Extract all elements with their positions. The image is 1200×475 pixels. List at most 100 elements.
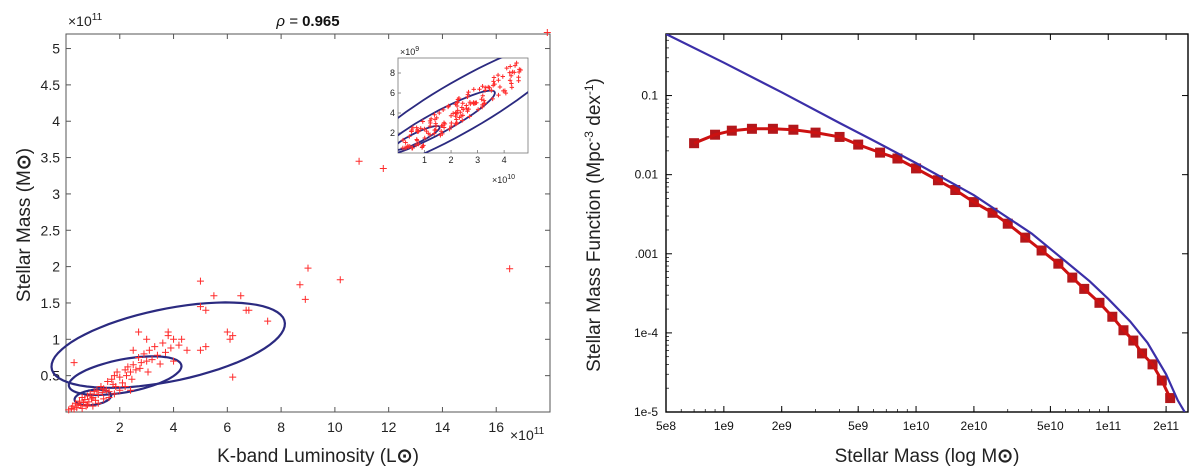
inset-point [479, 97, 484, 102]
right-y-tick-label: 1e-4 [634, 326, 658, 340]
inset-point [454, 111, 460, 116]
inset-point [414, 125, 419, 130]
right-x-tick-label: 1e9 [714, 419, 734, 433]
inset-point [467, 114, 472, 119]
inset-point [500, 74, 505, 79]
scatter-point [336, 276, 344, 284]
scatter-point [135, 353, 143, 361]
scatter-point [145, 346, 153, 354]
inset-point [501, 88, 506, 94]
scatter-point [153, 351, 161, 359]
inset-point [480, 93, 485, 98]
inset-point [453, 114, 458, 119]
inset-point [415, 129, 421, 134]
inset-point [512, 70, 517, 75]
left-y-tick-label: 3.5 [41, 150, 61, 166]
inset-point [437, 110, 442, 116]
scatter-point [196, 303, 204, 311]
scatter-point [159, 339, 167, 347]
right-y-tick-label: .001 [635, 247, 659, 261]
scatter-point [140, 350, 148, 358]
scatter-point [229, 332, 237, 340]
inset-point [420, 119, 425, 124]
inset-point [416, 141, 421, 147]
right-x-tick-label: 1e11 [1095, 419, 1121, 433]
left-scatter-points [65, 29, 551, 414]
right-x-tick-label: 5e8 [656, 419, 676, 433]
scatter-point [78, 404, 86, 412]
inset-point [427, 123, 433, 129]
right-y-tick-label: 0.1 [641, 89, 658, 103]
inset-point [455, 108, 460, 113]
inset-x-tick-label: 3 [475, 155, 480, 165]
confidence-ellipse [67, 355, 183, 397]
inset-point [503, 90, 509, 96]
right-plot-frame [665, 33, 1189, 413]
scatter-point [129, 346, 137, 354]
inset-point [508, 73, 514, 78]
scatter-point [143, 335, 151, 343]
inset-point [418, 126, 423, 131]
scatter-point [296, 281, 304, 289]
inset-point [449, 120, 454, 126]
inset-point [427, 132, 433, 137]
scatter-point [202, 306, 210, 314]
inset-x-tick-label: 4 [502, 155, 507, 165]
left-y-axis-label: Stellar Mass (M⊙) [14, 148, 35, 302]
right-x-tick-label: 1e10 [903, 419, 930, 433]
inset-point [471, 87, 476, 92]
smf-observed-line [693, 127, 1172, 399]
inset-point [490, 96, 495, 102]
scatter-point [137, 359, 145, 367]
inset-point [480, 84, 485, 89]
inset-panel: 1 2 3 4 2 4 6 8 ×109 ×1010 [390, 46, 529, 185]
scatter-point [129, 361, 137, 369]
inset-point [490, 83, 496, 88]
inset-point [467, 99, 473, 105]
inset-point [453, 121, 459, 126]
left-x-tick-label: 10 [327, 419, 343, 435]
scatter-point [94, 391, 102, 399]
scatter-point [116, 386, 124, 394]
inset-y-tick-label: 8 [390, 68, 395, 78]
inset-point [432, 112, 437, 117]
scatter-point [506, 265, 514, 273]
inset-point [454, 100, 460, 106]
inset-y-tick-label: 2 [390, 128, 395, 138]
right-x-tick-label: 2e10 [961, 419, 988, 433]
scatter-point [170, 335, 178, 343]
left-x-tick-label: 6 [223, 419, 231, 435]
inset-point [483, 85, 488, 90]
scatter-point [128, 375, 136, 383]
scatter-point [136, 364, 144, 372]
inset-y-tick-label: 4 [390, 108, 395, 118]
scatter-point [82, 402, 90, 410]
scatter-point [229, 373, 237, 381]
inset-point [466, 89, 471, 95]
scatter-point [202, 343, 210, 351]
scatter-point [379, 164, 387, 172]
schechter-fit-line [666, 34, 1186, 412]
inset-point [433, 127, 438, 132]
inset-point [440, 123, 445, 128]
right-x-tick-label: 2e11 [1153, 419, 1179, 433]
right-ticks: 5e8 1e9 2e9 5e9 1e10 2e10 5e10 1e11 2e11 1e-5 1e-4… [634, 34, 1188, 433]
inset-x-tick-label: 1 [422, 155, 427, 165]
inset-point [445, 104, 451, 110]
inset-point [482, 100, 487, 106]
right-x-axis-label: Stellar Mass (log M⊙) [835, 446, 1020, 467]
scatter-point [88, 395, 96, 403]
scatter-point [178, 335, 186, 343]
scatter-point [167, 344, 175, 352]
scatter-point [543, 29, 551, 37]
inset-point [403, 140, 408, 145]
inset-point [424, 128, 429, 134]
inset-point [413, 142, 419, 148]
inset-ellipse [398, 89, 496, 153]
right-x-tick-label: 2e9 [772, 419, 792, 433]
inset-point [441, 107, 446, 113]
inset-point [516, 75, 521, 80]
left-y-tick-label: 2.5 [41, 222, 61, 238]
scatter-point [124, 363, 132, 371]
scatter-point [301, 295, 309, 303]
